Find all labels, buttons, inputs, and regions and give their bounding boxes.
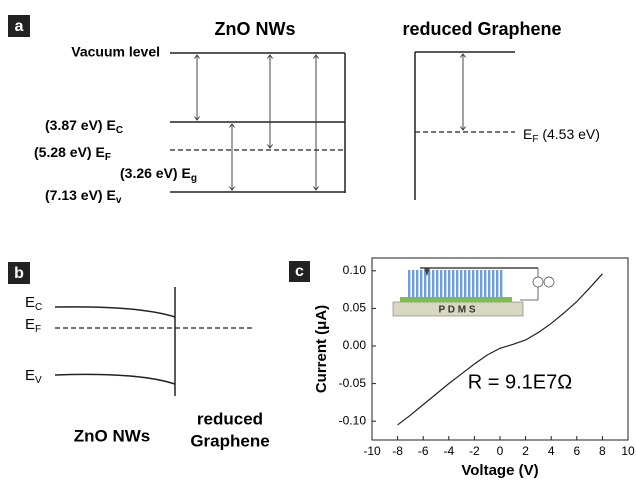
label-text: (4.53 eV) xyxy=(538,126,599,142)
iv-curve xyxy=(397,273,603,426)
zno-title: ZnO NWs xyxy=(215,19,296,39)
x-tick-label: 4 xyxy=(548,444,555,458)
label-text: E xyxy=(25,316,35,333)
label-text: E xyxy=(25,294,35,311)
graphene-ef-label: EF (4.53 eV) xyxy=(523,126,600,145)
label-sub: v xyxy=(116,195,122,206)
x-tick-label: 10 xyxy=(621,444,635,458)
label-text: (5.28 eV) E xyxy=(34,144,105,160)
panel-label-box xyxy=(8,262,30,284)
x-axis-label: Voltage (V) xyxy=(461,462,538,479)
x-tick-label: 8 xyxy=(599,444,606,458)
meter xyxy=(543,276,555,288)
panel-label-box xyxy=(8,15,30,37)
x-tick-label: -2 xyxy=(469,444,480,458)
ev-label: EV xyxy=(25,367,42,386)
ef-label: EF xyxy=(25,316,41,335)
ev-label: (7.13 eV) Ev xyxy=(45,187,122,206)
ec-band xyxy=(54,306,176,318)
panel-label: a xyxy=(15,18,24,35)
y-tick-label: -0.05 xyxy=(339,376,367,390)
y-tick-label: -0.10 xyxy=(339,413,367,427)
y-tick-label: 0.00 xyxy=(343,338,367,352)
label-text: (3.26 eV) E xyxy=(120,165,191,181)
label-text: (3.87 eV) E xyxy=(45,117,116,133)
label-sub: C xyxy=(116,125,123,136)
x-tick-label: -6 xyxy=(418,444,429,458)
ec-label: EC xyxy=(25,294,42,313)
panel-label: c xyxy=(295,263,304,280)
label-sub: V xyxy=(35,375,42,386)
graphene-layer xyxy=(400,297,512,302)
ev-band xyxy=(54,373,176,385)
y-axis-label: Current (μA) xyxy=(313,305,330,393)
graphene-label: Graphene xyxy=(190,431,269,450)
tip xyxy=(424,268,430,276)
y-tick-label: 0.10 xyxy=(343,263,367,277)
label-sub: C xyxy=(35,302,42,313)
x-tick-label: 0 xyxy=(497,444,504,458)
label-sub: F xyxy=(105,152,111,163)
inset-label: P D M S xyxy=(438,305,475,316)
label-text: E xyxy=(25,367,35,384)
graphene-label: reduced xyxy=(197,409,263,428)
x-tick-label: 6 xyxy=(573,444,580,458)
panel-b: b EC EF EV ZnO NWs reduced Graphene xyxy=(8,262,270,450)
x-tick-label: 2 xyxy=(522,444,529,458)
eg-label: (3.26 eV) Eg xyxy=(120,165,197,184)
panel-a: a ZnO NWs reduced Graphene Vacuum level … xyxy=(8,15,600,206)
x-tick-label: -4 xyxy=(443,444,454,458)
vacuum-label: Vacuum level xyxy=(71,44,160,60)
label-sub: g xyxy=(191,173,197,184)
graphene-title: reduced Graphene xyxy=(402,19,561,39)
inset: P D M S xyxy=(392,267,555,317)
annotation: R = 9.1E7Ω xyxy=(468,371,573,393)
x-tick-label: -10 xyxy=(363,444,381,458)
label-text: E xyxy=(523,126,532,142)
x-tick-label: -8 xyxy=(392,444,403,458)
y-tick-label: 0.05 xyxy=(343,301,367,315)
panel-label-box xyxy=(289,261,310,282)
panel-c: c P D M S Current (μA) Voltage (V) R = 9… xyxy=(289,257,635,479)
ec-label: (3.87 eV) EC xyxy=(45,117,123,136)
panel-label: b xyxy=(14,265,24,282)
meter xyxy=(532,276,544,288)
label-sub: F xyxy=(35,324,41,335)
ef-label: (5.28 eV) EF xyxy=(34,144,111,163)
label-sub: F xyxy=(532,134,538,145)
zno-label: ZnO NWs xyxy=(74,426,151,445)
label-text: (7.13 eV) E xyxy=(45,187,116,203)
nanowires xyxy=(408,270,504,297)
